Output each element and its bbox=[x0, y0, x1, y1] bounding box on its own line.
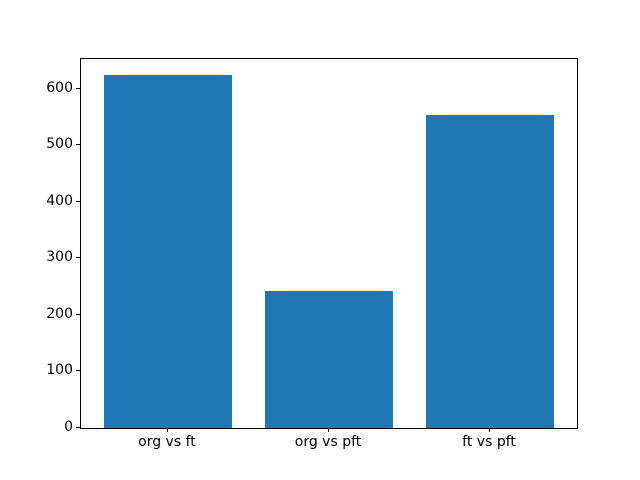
y-tick-label: 100 bbox=[46, 362, 73, 379]
y-tick-mark bbox=[76, 313, 80, 315]
y-tick-mark bbox=[76, 144, 80, 146]
plot-area bbox=[80, 58, 578, 429]
y-tick-mark bbox=[76, 427, 80, 428]
x-tick-label: org vs pft bbox=[294, 434, 362, 450]
y-tick-label: 400 bbox=[46, 192, 73, 209]
y-tick-label: 300 bbox=[46, 249, 73, 266]
x-tick-label: ft vs pft bbox=[462, 434, 516, 450]
bar-org-vs-pft bbox=[264, 291, 394, 428]
x-tick-mark bbox=[166, 428, 168, 432]
x-tick-mark bbox=[489, 428, 491, 432]
y-tick-mark bbox=[76, 87, 80, 89]
bar-ft-vs-pft bbox=[425, 114, 555, 428]
bar-org-vs-ft bbox=[103, 74, 233, 428]
y-tick-mark bbox=[76, 370, 80, 372]
x-tick-mark bbox=[328, 428, 329, 432]
y-tick-mark bbox=[76, 257, 80, 259]
y-tick-label: 0 bbox=[64, 419, 73, 435]
y-tick-label: 200 bbox=[46, 305, 73, 322]
y-tick-label: 500 bbox=[46, 136, 73, 153]
bars-layer bbox=[81, 59, 577, 428]
y-tick-label: 600 bbox=[46, 79, 73, 96]
y-tick-mark bbox=[76, 200, 80, 202]
x-tick-label: org vs ft bbox=[138, 434, 196, 450]
